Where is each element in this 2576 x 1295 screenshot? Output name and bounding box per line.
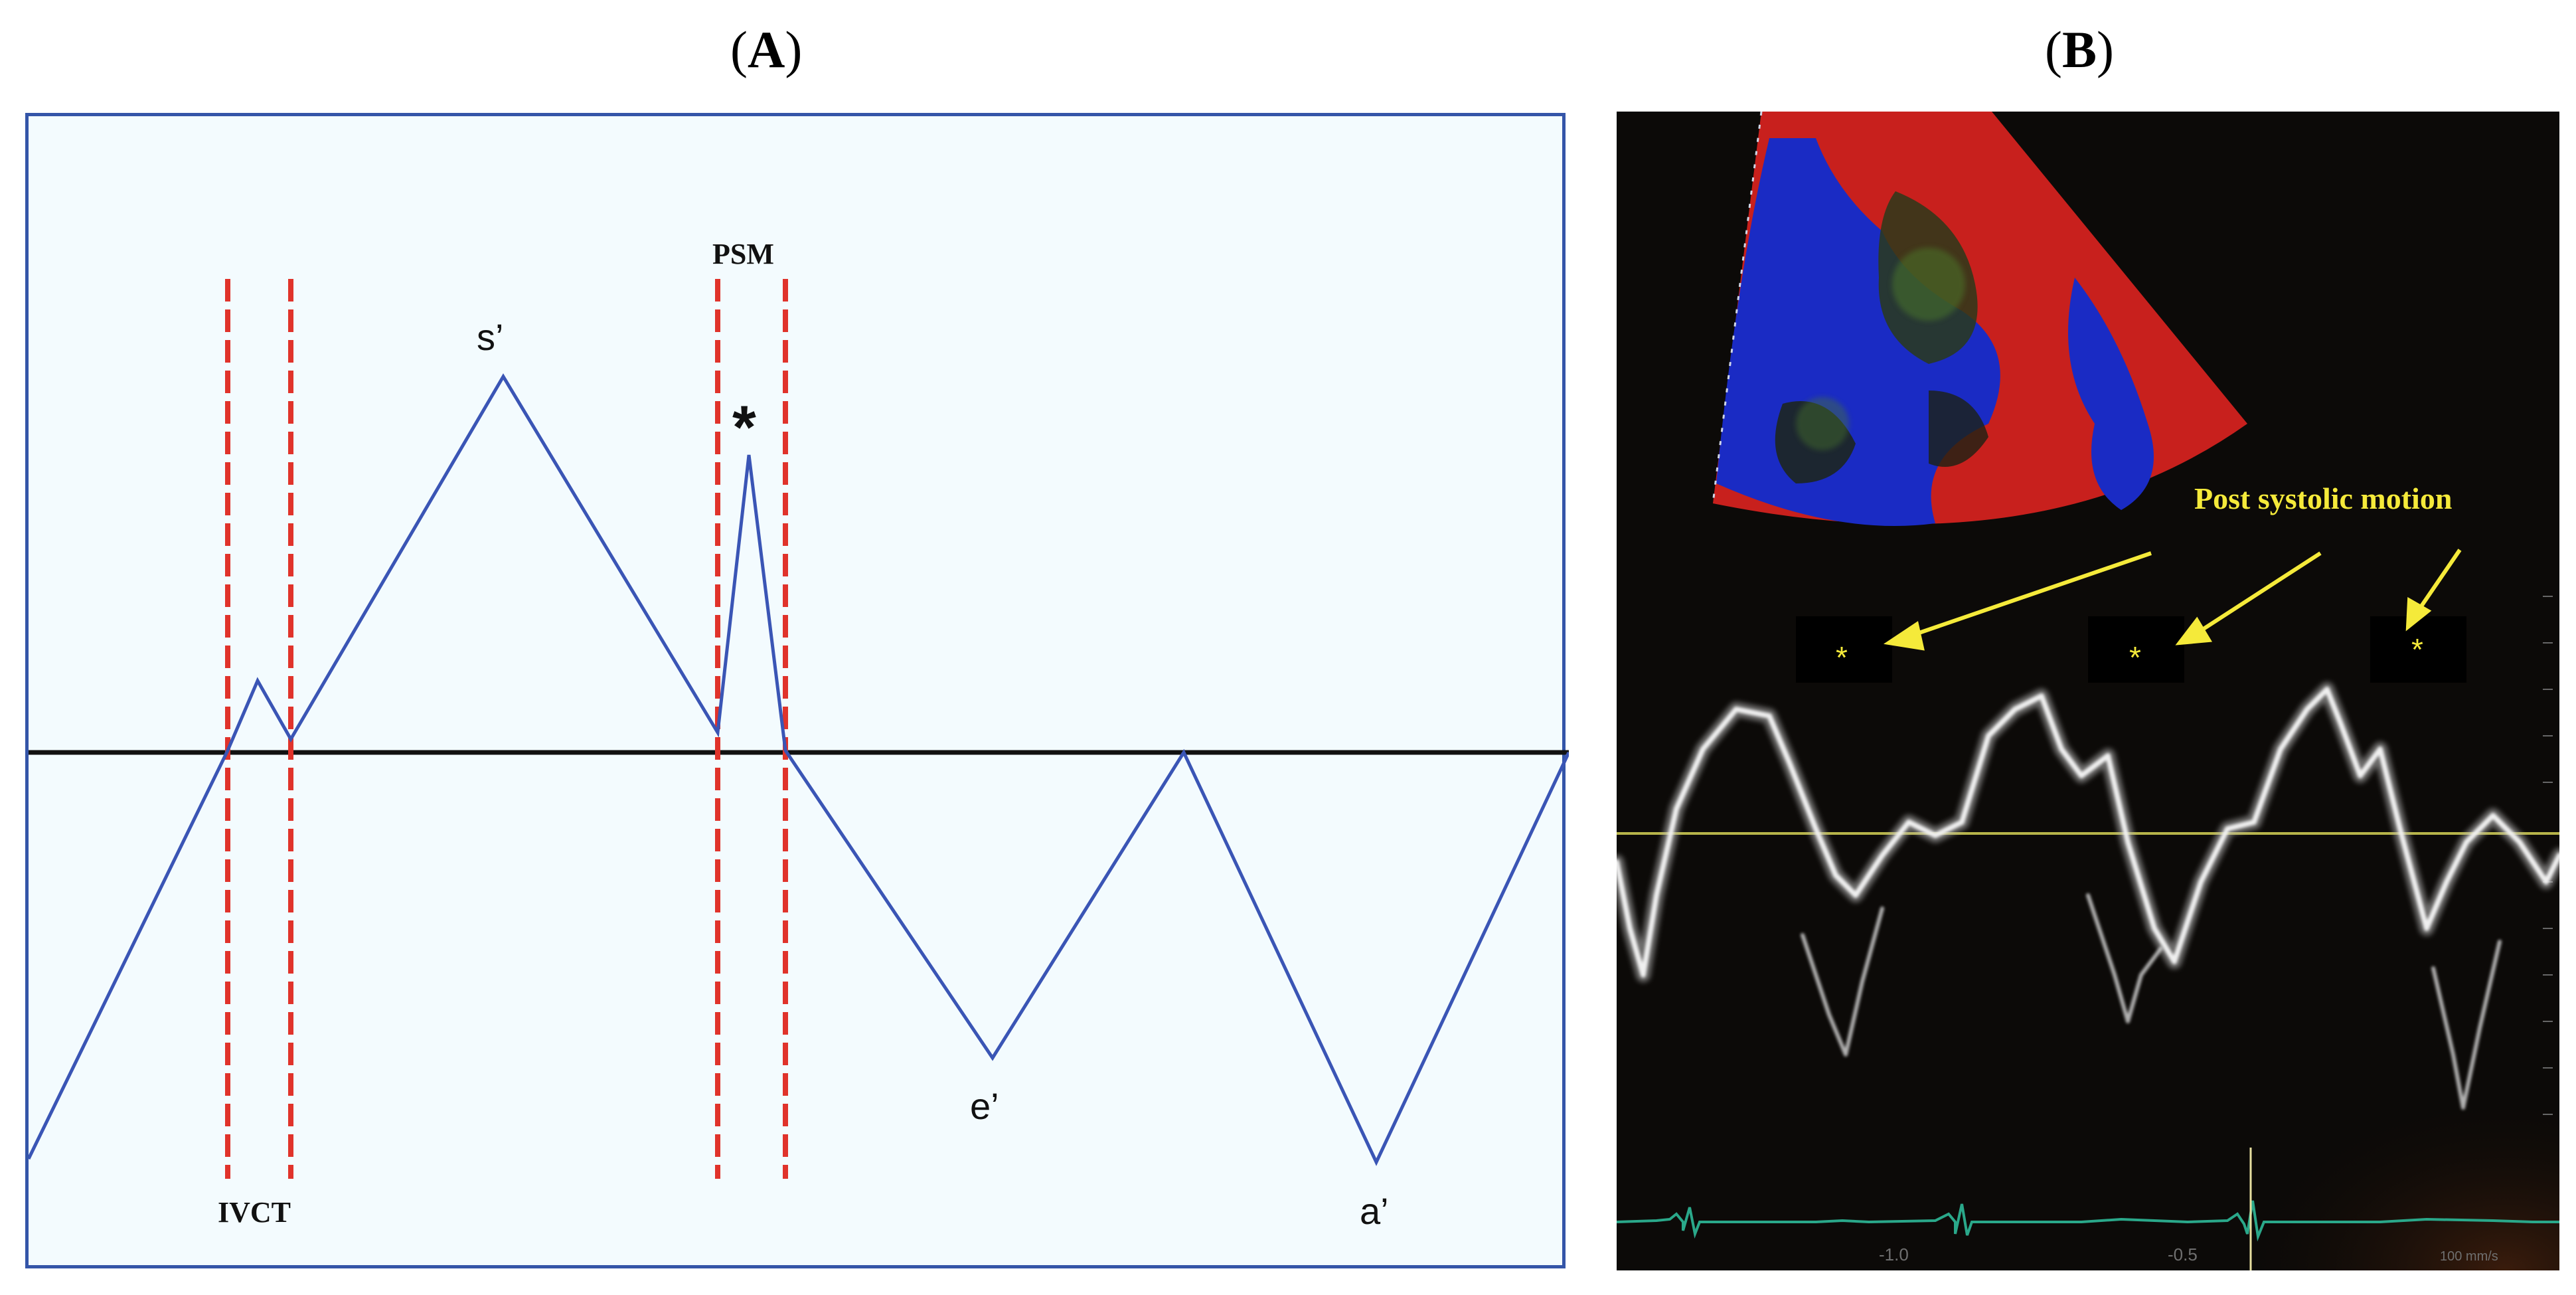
panel-a-schematic: s’ * PSM e’ a’ IVCT <box>25 113 1569 1268</box>
tissue-velocity-waveform <box>29 373 1569 1166</box>
time-tick-1: -1.0 <box>1879 1245 1909 1264</box>
s-prime-label: s’ <box>477 316 503 358</box>
guide-lines <box>225 279 788 1179</box>
color-doppler-sector <box>1712 112 2247 526</box>
psm-marker-box-1 <box>1796 616 1892 683</box>
psm-asterisk: * <box>732 394 756 462</box>
time-tick-2: -0.5 <box>2168 1245 2198 1264</box>
psm-markers: * * * <box>1796 616 2466 683</box>
psm-asterisk-3: * <box>2411 632 2423 667</box>
psm-marker-box-3 <box>2370 616 2466 683</box>
panel-b-echo-image: * * * Post systolic motion -1.0 -0.5 100… <box>1617 112 2559 1270</box>
e-prime-label: e’ <box>970 1085 999 1127</box>
post-systolic-motion-label: Post systolic motion <box>2194 481 2452 515</box>
ivct-label: IVCT <box>218 1196 291 1229</box>
annotation-arrows <box>1883 549 2462 651</box>
schematic-diagram: s’ * PSM e’ a’ IVCT <box>29 238 1569 1232</box>
psm-label: PSM <box>712 238 774 270</box>
tdi-velocity-trace <box>1617 682 2559 1110</box>
a-prime-label: a’ <box>1360 1190 1389 1232</box>
psm-asterisk-2: * <box>2129 640 2141 675</box>
psm-asterisk-1: * <box>1836 640 1848 675</box>
psm-marker-box-2 <box>2088 616 2184 683</box>
panel-a-title: (A) <box>730 21 803 78</box>
velocity-scale <box>2543 596 2553 1115</box>
echo-image: * * * Post systolic motion -1.0 -0.5 100… <box>1617 112 2559 1270</box>
sweep-speed: 100 mm/s <box>2440 1249 2498 1264</box>
ecg-trace <box>1617 1200 2559 1242</box>
panel-b-title: (B) <box>2045 21 2114 78</box>
time-axis: -1.0 -0.5 100 mm/s <box>1879 1245 2498 1264</box>
